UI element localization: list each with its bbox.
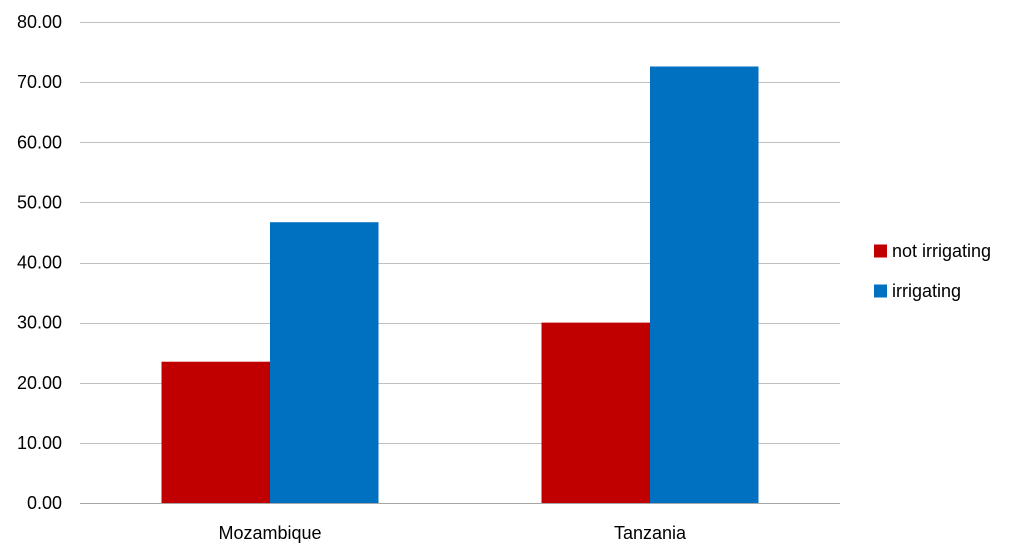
legend-label: irrigating bbox=[892, 281, 961, 301]
y-axis-ticks: 0.00 10.00 20.00 30.00 40.00 50.00 60.00 70.00 8… bbox=[17, 12, 62, 513]
y-tick-label: 30.00 bbox=[17, 313, 62, 333]
legend-label: not irrigating bbox=[892, 241, 991, 261]
x-tick-label: Mozambique bbox=[218, 523, 321, 543]
bars bbox=[161, 66, 759, 504]
x-axis-ticks: Mozambique Tanzania bbox=[218, 523, 687, 543]
bar-not-irrigating-mozambique bbox=[161, 361, 270, 503]
x-tick-label: Tanzania bbox=[614, 523, 687, 543]
legend: not irrigating irrigating bbox=[874, 241, 991, 301]
legend-swatch bbox=[874, 284, 887, 298]
y-tick-label: 10.00 bbox=[17, 433, 62, 453]
y-tick-label: 60.00 bbox=[17, 132, 62, 152]
y-tick-label: 80.00 bbox=[17, 12, 62, 32]
legend-swatch bbox=[874, 244, 887, 258]
y-tick-label: 40.00 bbox=[17, 253, 62, 273]
bar-not-irrigating-tanzania bbox=[541, 322, 650, 503]
y-tick-label: 0.00 bbox=[27, 493, 62, 513]
bar-irrigating-mozambique bbox=[270, 222, 379, 503]
y-tick-label: 50.00 bbox=[17, 192, 62, 212]
y-tick-label: 20.00 bbox=[17, 373, 62, 393]
y-tick-label: 70.00 bbox=[17, 72, 62, 92]
bar-irrigating-tanzania bbox=[650, 66, 759, 504]
